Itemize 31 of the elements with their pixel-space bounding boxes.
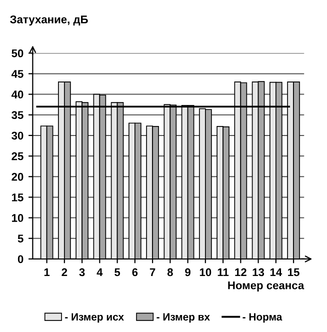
y-axis-title: Затухание, дБ xyxy=(10,15,88,26)
x-tick-label: 12 xyxy=(235,268,246,276)
legend-label: - Норма xyxy=(242,313,282,323)
y-tick-label: 45 xyxy=(11,70,24,78)
x-tick-label: 4 xyxy=(96,268,103,276)
x-tick-label: 8 xyxy=(167,268,173,276)
x-tick-label: 15 xyxy=(288,268,300,276)
x-tick-label: 5 xyxy=(114,268,120,276)
x-tick-label: 6 xyxy=(132,268,138,276)
y-tick-label: 50 xyxy=(12,49,24,58)
y-tick-label: 40 xyxy=(11,90,24,98)
x-tick-label: 11 xyxy=(218,268,229,276)
x-tick-label: 2 xyxy=(62,268,68,276)
x-tick-label: 10 xyxy=(200,268,212,276)
x-tick-label: 13 xyxy=(252,268,264,276)
x-tick-label: 9 xyxy=(185,268,190,276)
y-tick-label: 35 xyxy=(12,111,24,120)
x-tick-label: 1 xyxy=(44,268,50,276)
y-tick-label: 30 xyxy=(12,132,24,140)
x-axis-title: Номер сеанса xyxy=(228,282,304,292)
y-tick-label: 10 xyxy=(12,214,24,222)
y-tick-label: 15 xyxy=(12,194,24,202)
y-tick-label: 25 xyxy=(12,152,24,160)
x-tick-label: 3 xyxy=(79,268,85,276)
y-tick-label: 20 xyxy=(12,172,24,181)
y-tick-label: 0 xyxy=(18,255,24,264)
legend-label: - Измер вх xyxy=(156,313,210,323)
x-tick-label: 7 xyxy=(150,268,156,276)
x-tick-label: 14 xyxy=(270,268,282,276)
legend-label: - Измер исх xyxy=(65,313,124,323)
y-tick-label: 5 xyxy=(18,234,24,243)
